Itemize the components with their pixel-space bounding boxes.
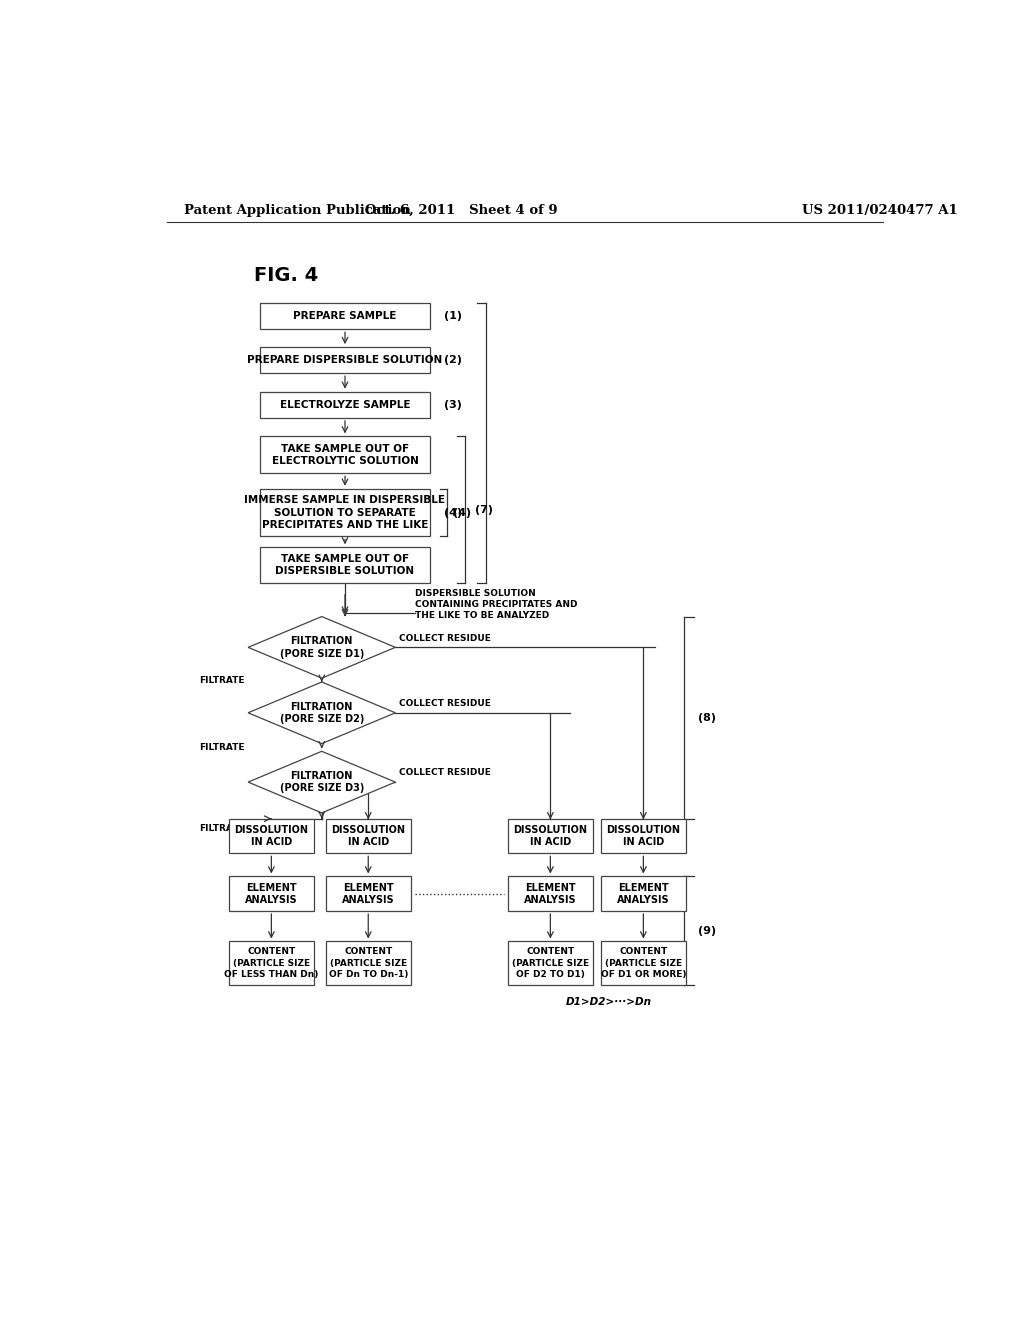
Text: PREPARE DISPERSIBLE SOLUTION: PREPARE DISPERSIBLE SOLUTION <box>248 355 442 366</box>
Bar <box>508 941 593 985</box>
Polygon shape <box>248 751 395 813</box>
Bar <box>260 488 430 536</box>
Text: CONTENT
(PARTICLE SIZE
OF D1 OR MORE): CONTENT (PARTICLE SIZE OF D1 OR MORE) <box>601 948 686 978</box>
Text: (4): (4) <box>454 508 472 517</box>
Bar <box>260 392 430 418</box>
Text: FILTRATION
(PORE SIZE D2): FILTRATION (PORE SIZE D2) <box>280 702 364 723</box>
Text: D1>D2>···>Dn: D1>D2>···>Dn <box>566 997 652 1007</box>
Bar <box>326 876 411 911</box>
Bar <box>508 876 593 911</box>
Text: TAKE SAMPLE OUT OF
ELECTROLYTIC SOLUTION: TAKE SAMPLE OUT OF ELECTROLYTIC SOLUTION <box>271 444 419 466</box>
Bar <box>508 818 593 853</box>
Text: (1): (1) <box>444 312 462 321</box>
Bar <box>260 304 430 330</box>
Text: CONTENT
(PARTICLE SIZE
OF LESS THAN Dn): CONTENT (PARTICLE SIZE OF LESS THAN Dn) <box>224 948 318 978</box>
Text: DISSOLUTION
IN ACID: DISSOLUTION IN ACID <box>234 825 308 847</box>
Polygon shape <box>248 682 395 743</box>
Bar <box>260 548 430 582</box>
Text: FILTRATE: FILTRATE <box>199 676 245 685</box>
Text: CONTENT
(PARTICLE SIZE
OF D2 TO D1): CONTENT (PARTICLE SIZE OF D2 TO D1) <box>512 948 589 978</box>
Text: (3): (3) <box>444 400 462 409</box>
Bar <box>260 347 430 374</box>
Bar <box>601 818 686 853</box>
Bar <box>228 941 314 985</box>
Text: FILTRATION
(PORE SIZE D3): FILTRATION (PORE SIZE D3) <box>280 771 364 793</box>
Text: ELEMENT
ANALYSIS: ELEMENT ANALYSIS <box>342 883 394 906</box>
Text: COLLECT RESIDUE: COLLECT RESIDUE <box>399 700 492 708</box>
Text: IMMERSE SAMPLE IN DISPERSIBLE
SOLUTION TO SEPARATE
PRECIPITATES AND THE LIKE: IMMERSE SAMPLE IN DISPERSIBLE SOLUTION T… <box>245 495 445 531</box>
Text: COLLECT RESIDUE: COLLECT RESIDUE <box>399 634 492 643</box>
Bar <box>326 941 411 985</box>
Text: ELEMENT
ANALYSIS: ELEMENT ANALYSIS <box>617 883 670 906</box>
Text: (4): (4) <box>444 508 462 517</box>
Polygon shape <box>248 616 395 678</box>
Bar <box>601 876 686 911</box>
Text: FILTRATION
(PORE SIZE D1): FILTRATION (PORE SIZE D1) <box>280 636 364 659</box>
Bar <box>326 818 411 853</box>
Text: US 2011/0240477 A1: US 2011/0240477 A1 <box>802 205 958 218</box>
Text: Patent Application Publication: Patent Application Publication <box>183 205 411 218</box>
Text: DISSOLUTION
IN ACID: DISSOLUTION IN ACID <box>606 825 680 847</box>
Text: Oct. 6, 2011   Sheet 4 of 9: Oct. 6, 2011 Sheet 4 of 9 <box>365 205 557 218</box>
Bar <box>228 818 314 853</box>
Text: FIG. 4: FIG. 4 <box>254 265 317 285</box>
Text: COLLECT RESIDUE: COLLECT RESIDUE <box>399 768 492 777</box>
Text: (8): (8) <box>697 713 716 722</box>
Bar <box>601 941 686 985</box>
Text: FILTRATE: FILTRATE <box>199 824 245 833</box>
Text: DISSOLUTION
IN ACID: DISSOLUTION IN ACID <box>331 825 406 847</box>
Text: ELEMENT
ANALYSIS: ELEMENT ANALYSIS <box>524 883 577 906</box>
Text: FILTRATE: FILTRATE <box>199 743 245 752</box>
Text: CONTENT
(PARTICLE SIZE
OF Dn TO Dn-1): CONTENT (PARTICLE SIZE OF Dn TO Dn-1) <box>329 948 408 978</box>
Bar <box>228 876 314 911</box>
Text: DISPERSIBLE SOLUTION
CONTAINING PRECIPITATES AND
THE LIKE TO BE ANALYZED: DISPERSIBLE SOLUTION CONTAINING PRECIPIT… <box>415 589 578 620</box>
Text: ELECTROLYZE SAMPLE: ELECTROLYZE SAMPLE <box>280 400 411 409</box>
Text: (7): (7) <box>475 504 494 515</box>
Text: (2): (2) <box>444 355 462 366</box>
Text: TAKE SAMPLE OUT OF
DISPERSIBLE SOLUTION: TAKE SAMPLE OUT OF DISPERSIBLE SOLUTION <box>275 554 415 576</box>
Bar <box>260 437 430 474</box>
Text: (9): (9) <box>697 925 716 936</box>
Text: DISSOLUTION
IN ACID: DISSOLUTION IN ACID <box>513 825 588 847</box>
Text: ELEMENT
ANALYSIS: ELEMENT ANALYSIS <box>245 883 298 906</box>
Text: PREPARE SAMPLE: PREPARE SAMPLE <box>293 312 396 321</box>
